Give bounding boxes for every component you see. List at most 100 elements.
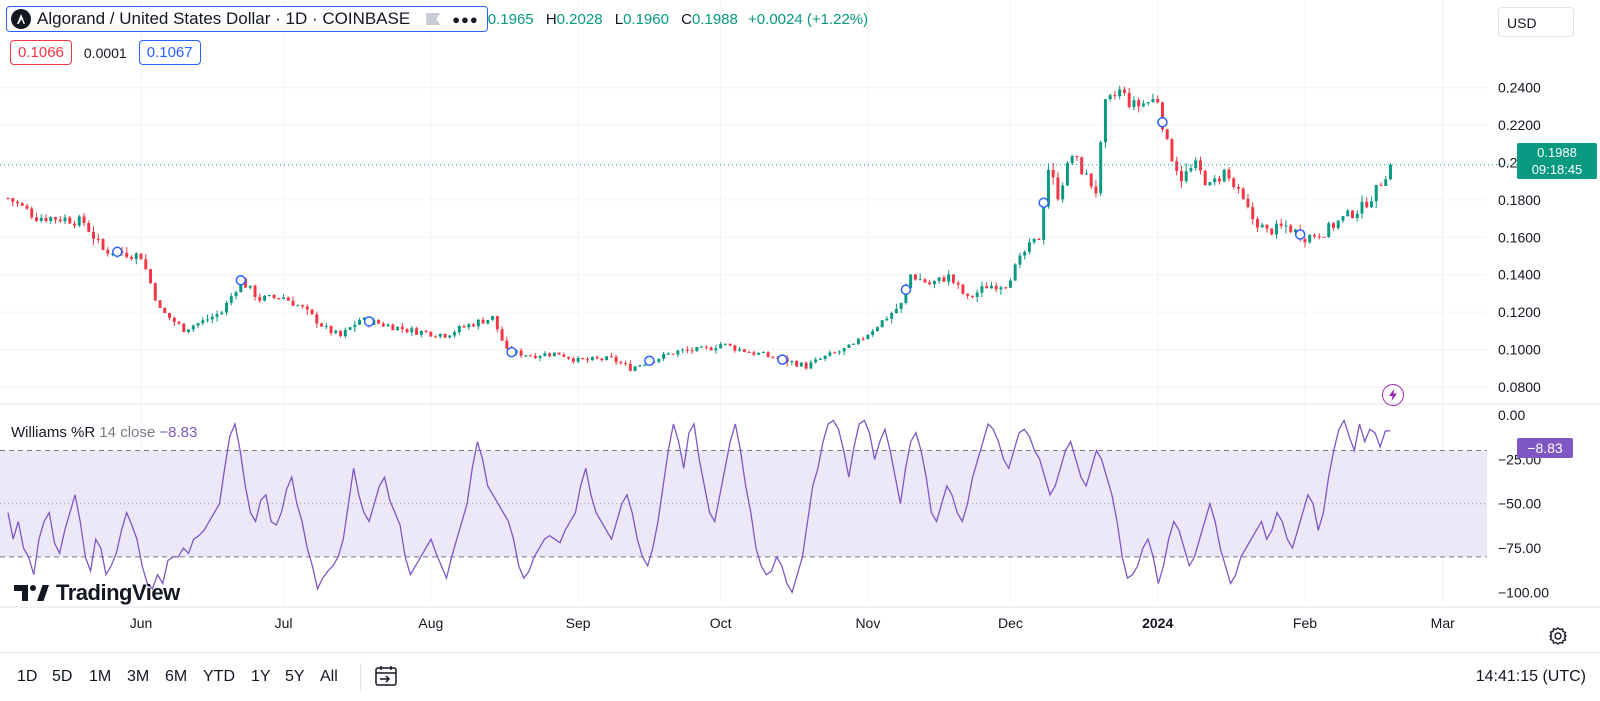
candle-body xyxy=(1379,184,1383,186)
candle-body xyxy=(1322,236,1326,238)
low-label: L xyxy=(614,10,624,28)
candle-body xyxy=(562,354,566,357)
ask-button[interactable]: 0.1067 xyxy=(138,40,201,65)
candle-body xyxy=(1075,156,1079,158)
candle-body xyxy=(134,253,138,259)
williams-title: Williams %R xyxy=(11,424,96,441)
williams-legend[interactable]: Williams %R 14 close −8.83 xyxy=(11,424,197,441)
candle-body xyxy=(1303,239,1307,243)
candle-body xyxy=(77,216,81,226)
candle-body xyxy=(296,305,300,307)
candle-body xyxy=(590,357,594,361)
tradingview-logo-icon xyxy=(14,585,49,601)
candle-body xyxy=(790,361,794,363)
candle-body xyxy=(68,217,72,224)
range-button-1y[interactable]: 1Y xyxy=(251,668,271,685)
candle-body xyxy=(842,347,846,352)
more-icon[interactable]: ●●● xyxy=(452,11,479,27)
range-button-1m[interactable]: 1M xyxy=(89,668,112,685)
candle-body xyxy=(215,314,219,317)
time-axis-tick: Feb xyxy=(1293,615,1317,631)
candle-body xyxy=(1160,102,1164,130)
range-button-ytd[interactable]: YTD xyxy=(203,668,235,685)
event-marker xyxy=(235,275,247,286)
candle-body xyxy=(149,269,152,284)
price-axis-tick: 0.1000 xyxy=(1498,342,1541,358)
range-button-1d[interactable]: 1D xyxy=(17,668,38,685)
utc-clock[interactable]: 14:41:15 (UTC) xyxy=(1475,668,1586,685)
candle-body xyxy=(937,277,941,281)
candle-body xyxy=(1279,223,1283,226)
candle-body xyxy=(25,205,29,209)
settings-icon[interactable] xyxy=(1548,627,1568,650)
candle-body xyxy=(448,335,452,338)
candle-body xyxy=(1051,170,1055,178)
candle-body xyxy=(1175,161,1179,171)
candle-body xyxy=(1208,182,1212,186)
williams-axis-tick: −50.00 xyxy=(1498,496,1541,512)
candle-body xyxy=(714,348,718,351)
candle-body xyxy=(1127,92,1131,107)
flash-icon[interactable] xyxy=(1382,384,1404,406)
candle-body xyxy=(82,216,86,224)
candle-body xyxy=(11,198,15,202)
williams-axis-tick: 0.00 xyxy=(1498,407,1525,423)
candle-body xyxy=(529,355,533,357)
flag-icon[interactable] xyxy=(426,13,441,25)
range-button-6m[interactable]: 6M xyxy=(165,668,188,685)
candle-body xyxy=(980,286,984,293)
candle-body xyxy=(1070,156,1074,164)
candle-body xyxy=(301,305,305,307)
candle-body xyxy=(1056,177,1060,200)
candle-body xyxy=(1246,198,1250,208)
candle-body xyxy=(552,352,556,357)
tradingview-logo[interactable]: TradingView xyxy=(14,580,180,606)
range-button-5d[interactable]: 5D xyxy=(52,668,73,685)
candle-body xyxy=(818,358,822,360)
candle-body xyxy=(1108,95,1112,100)
candle-body xyxy=(533,355,537,358)
calendar-goto-icon[interactable] xyxy=(374,665,398,692)
time-axis-tick: Jun xyxy=(130,615,153,631)
candle-body xyxy=(1389,164,1392,180)
candle-body xyxy=(985,286,989,289)
symbol-box[interactable]: Algorand / United States Dollar · 1D · C… xyxy=(6,6,488,32)
candle-body xyxy=(543,353,547,357)
candle-body xyxy=(191,325,195,330)
candle-body xyxy=(681,349,685,351)
candle-body xyxy=(795,361,799,367)
candle-body xyxy=(481,319,485,324)
candle-body xyxy=(1061,185,1065,200)
range-button-all[interactable]: All xyxy=(320,668,338,685)
algorand-logo-icon xyxy=(11,9,31,29)
candle-body xyxy=(1089,173,1093,187)
candle-body xyxy=(742,349,746,352)
candle-body xyxy=(505,340,509,349)
candle-body xyxy=(1170,139,1174,162)
candle-body xyxy=(1080,157,1084,175)
candle-body xyxy=(966,293,970,296)
candle-body xyxy=(643,364,647,366)
candle-body xyxy=(1274,223,1278,235)
candle-body xyxy=(410,328,414,333)
symbol-legend: Algorand / United States Dollar · 1D · C… xyxy=(6,6,868,32)
candle-body xyxy=(1293,229,1297,233)
candle-body xyxy=(476,319,480,327)
candle-body xyxy=(16,201,19,204)
candle-body xyxy=(1289,225,1293,233)
candle-body xyxy=(752,352,756,355)
bottom-toolbar: 1D 5D 1M 3M 6M YTD 1Y 5Y All 14:41:15 (UTC) xyxy=(0,652,1600,701)
event-marker xyxy=(363,316,375,327)
bid-button[interactable]: 0.1066 xyxy=(10,40,72,65)
candle-body xyxy=(1384,179,1388,186)
candle-body xyxy=(305,306,309,310)
currency-select[interactable]: USD xyxy=(1498,7,1574,37)
range-button-5y[interactable]: 5Y xyxy=(285,668,305,685)
candle-body xyxy=(329,325,333,334)
close-label: C xyxy=(681,10,692,28)
candle-body xyxy=(1189,168,1193,172)
candle-body xyxy=(1018,255,1022,265)
candle-body xyxy=(334,330,338,334)
range-button-3m[interactable]: 3M xyxy=(127,668,150,685)
